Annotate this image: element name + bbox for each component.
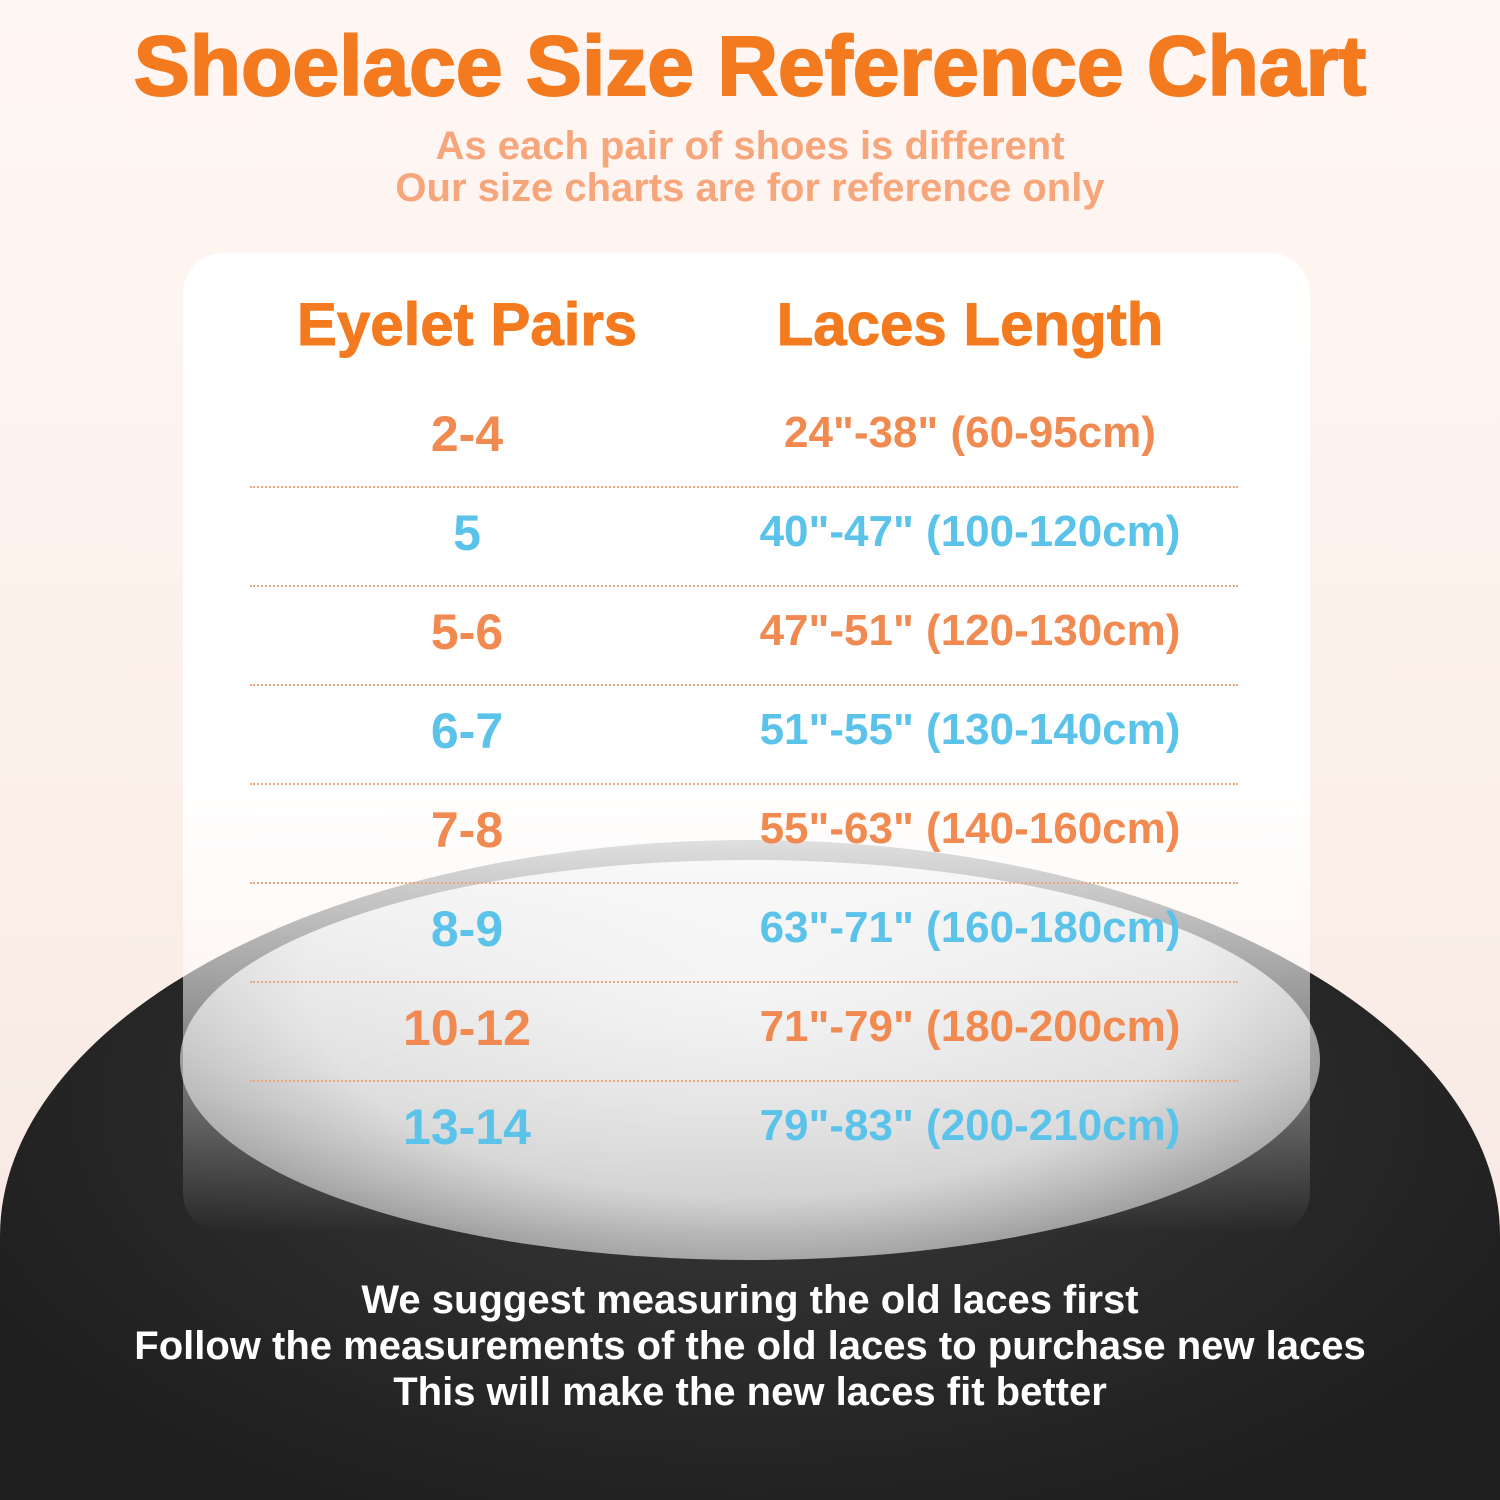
row-divider (250, 882, 1238, 884)
laces-length-cell: 71"-79" (180-200cm) (759, 1002, 1181, 1051)
laces-length-cell: 79"-83" (200-210cm) (759, 1101, 1181, 1150)
row-divider (250, 1080, 1238, 1082)
header-eyelet-pairs: Eyelet Pairs (296, 291, 638, 359)
eyelet-pairs-cell: 5 (453, 505, 481, 561)
row-divider (250, 486, 1238, 488)
header-laces-length: Laces Length (776, 291, 1164, 359)
laces-length-cell: 51"-55" (130-140cm) (759, 705, 1181, 754)
row-divider (250, 585, 1238, 587)
row-divider (250, 684, 1238, 686)
footer-line-1: We suggest measuring the old laces first (361, 1278, 1139, 1322)
row-divider (250, 981, 1238, 983)
page-title: Shoelace Size Reference Chart (133, 18, 1368, 114)
laces-length-cell: 40"-47" (100-120cm) (759, 507, 1181, 556)
eyelet-pairs-cell: 7-8 (430, 802, 504, 858)
laces-length-cell: 24"-38" (60-95cm) (784, 408, 1156, 457)
eyelet-pairs-cell: 6-7 (430, 703, 504, 759)
eyelet-pairs-cell: 8-9 (430, 901, 504, 957)
size-table-card (183, 253, 1310, 1233)
subtitle-line-1: As each pair of shoes is different (435, 124, 1065, 168)
footer-line-3: This will make the new laces fit better (393, 1370, 1107, 1414)
eyelet-pairs-cell: 13-14 (403, 1099, 531, 1155)
laces-length-cell: 63"-71" (160-180cm) (759, 903, 1181, 952)
subtitle-line-2: Our size charts are for reference only (395, 166, 1105, 210)
eyelet-pairs-cell: 5-6 (430, 604, 504, 660)
row-divider (250, 783, 1238, 785)
footer-line-2: Follow the measurements of the old laces… (134, 1324, 1366, 1368)
eyelet-pairs-cell: 10-12 (403, 1000, 531, 1056)
laces-length-cell: 55"-63" (140-160cm) (759, 804, 1181, 853)
eyelet-pairs-cell: 2-4 (430, 406, 504, 462)
laces-length-cell: 47"-51" (120-130cm) (759, 606, 1181, 655)
